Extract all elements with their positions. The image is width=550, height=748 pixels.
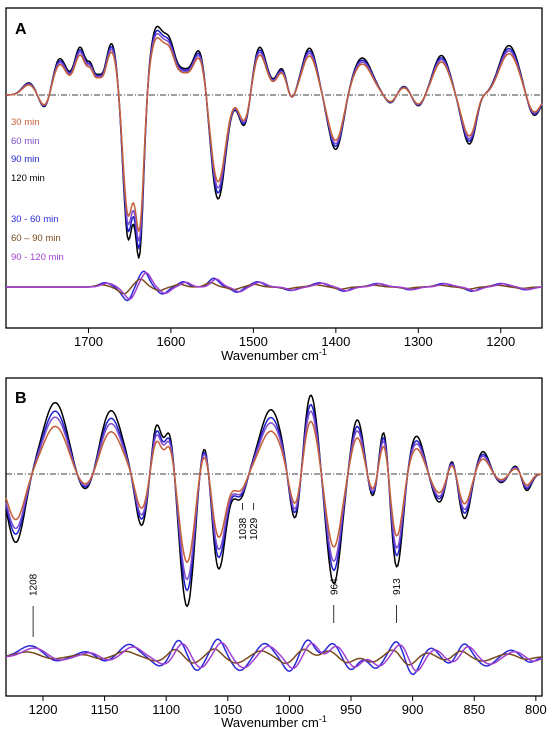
panel-a-x-tick-label: 1500 bbox=[239, 334, 268, 349]
panel-a-x-axis-label: Wavenumber cm-1 bbox=[221, 347, 327, 363]
annotation-label-1038: 1038 bbox=[238, 517, 249, 540]
panel-b-frame bbox=[5, 377, 543, 697]
panel-a-letter: A bbox=[15, 21, 27, 38]
panel-b-x-axis-label-unit: -1 bbox=[319, 714, 327, 724]
panel-a-x-axis-label-unit: -1 bbox=[319, 347, 327, 357]
panel-b-series-60-min bbox=[5, 410, 543, 581]
panel-b-x-tick-label: 850 bbox=[463, 702, 485, 717]
panel-b: B 1200 1150 1100 1050 1000 950 900 850 800 12081… bbox=[5, 377, 547, 730]
panel-a-diff-series-90-120-min bbox=[6, 272, 543, 300]
panel-b-diff-series-90-120-min bbox=[5, 642, 543, 672]
panel-b-series-30-min bbox=[5, 420, 542, 564]
panel-b-x-ticks: 1200 1150 1100 1050 1000 950 900 850 800 bbox=[29, 696, 547, 717]
panel-a-x-tick-label: 1300 bbox=[404, 334, 433, 349]
panel-b-x-axis-label: Wavenumber cm-1 bbox=[221, 714, 327, 730]
panel-a-series bbox=[5, 25, 543, 302]
panel-a-series-30-min bbox=[6, 36, 543, 232]
panel-b-annotations: 1208 1038 1029 964 913 bbox=[29, 503, 403, 637]
annotation-label-964: 964 bbox=[329, 578, 340, 595]
panel-a-legend: 30 min 60 min 90 min 120 min 30 - 60 min 60 –… bbox=[11, 117, 64, 263]
panel-b-x-axis-label-text: Wavenumber cm bbox=[221, 715, 319, 730]
panel-b-x-tick-label: 1050 bbox=[213, 702, 242, 717]
legend-item-90-120-min: 90 - 120 min bbox=[11, 252, 64, 263]
annotation-label-913: 913 bbox=[392, 578, 403, 595]
annotation-label-1208: 1208 bbox=[29, 573, 40, 596]
legend-item-120-min: 120 min bbox=[11, 173, 45, 184]
panel-b-diff-series-60-90-min bbox=[5, 648, 542, 666]
annotation-label-1029: 1029 bbox=[249, 517, 260, 540]
panel-b-x-tick-label: 1000 bbox=[275, 702, 304, 717]
panel-a-x-ticks: 1700 1600 1500 1400 1300 1200 bbox=[74, 328, 515, 349]
panel-b-x-tick-label: 800 bbox=[525, 702, 547, 717]
panel-a-x-tick-label: 1400 bbox=[321, 334, 350, 349]
legend-item-30-min: 30 min bbox=[11, 117, 40, 128]
panel-b-letter: B bbox=[15, 390, 27, 407]
panel-a-frame bbox=[5, 7, 543, 329]
panel-a: A 30 min 60 min 90 min 120 min 30 - 60 min 60… bbox=[5, 7, 543, 363]
panel-b-x-tick-label: 1100 bbox=[152, 702, 180, 717]
legend-item-60-min: 60 min bbox=[11, 136, 40, 147]
panel-a-diff-series-30-60-min bbox=[6, 270, 543, 302]
panel-b-x-tick-label: 950 bbox=[340, 702, 362, 717]
legend-item-60-90-min: 60 – 90 min bbox=[11, 233, 61, 244]
panel-a-x-tick-label: 1600 bbox=[156, 334, 185, 349]
panel-b-diff-series-30-60-min bbox=[5, 638, 543, 676]
panel-a-x-axis-label-text: Wavenumber cm bbox=[221, 348, 319, 363]
panel-b-x-tick-label: 900 bbox=[402, 702, 424, 717]
legend-item-90-min: 90 min bbox=[11, 154, 40, 165]
legend-item-30-60-min: 30 - 60 min bbox=[11, 214, 59, 225]
panel-b-x-tick-label: 1200 bbox=[29, 702, 58, 717]
panel-a-x-tick-label: 1200 bbox=[486, 334, 515, 349]
panel-b-series bbox=[5, 394, 543, 676]
panel-a-x-tick-label: 1700 bbox=[74, 334, 103, 349]
panel-b-x-tick-label: 1150 bbox=[91, 702, 119, 717]
